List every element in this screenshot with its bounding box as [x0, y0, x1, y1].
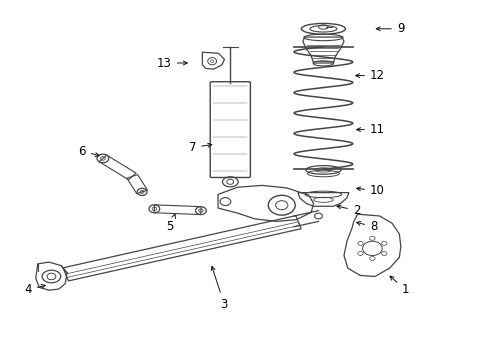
- Text: 11: 11: [357, 123, 385, 136]
- Text: 1: 1: [390, 276, 409, 296]
- Text: 10: 10: [357, 184, 385, 197]
- Text: 9: 9: [376, 22, 404, 35]
- Text: 12: 12: [356, 69, 385, 82]
- Text: 5: 5: [167, 214, 175, 233]
- Text: 2: 2: [337, 204, 360, 217]
- Text: 4: 4: [24, 283, 45, 296]
- Text: 6: 6: [78, 145, 99, 158]
- Text: 13: 13: [157, 57, 187, 69]
- Text: 8: 8: [357, 220, 377, 233]
- Text: 7: 7: [189, 141, 212, 154]
- Text: 3: 3: [211, 266, 228, 311]
